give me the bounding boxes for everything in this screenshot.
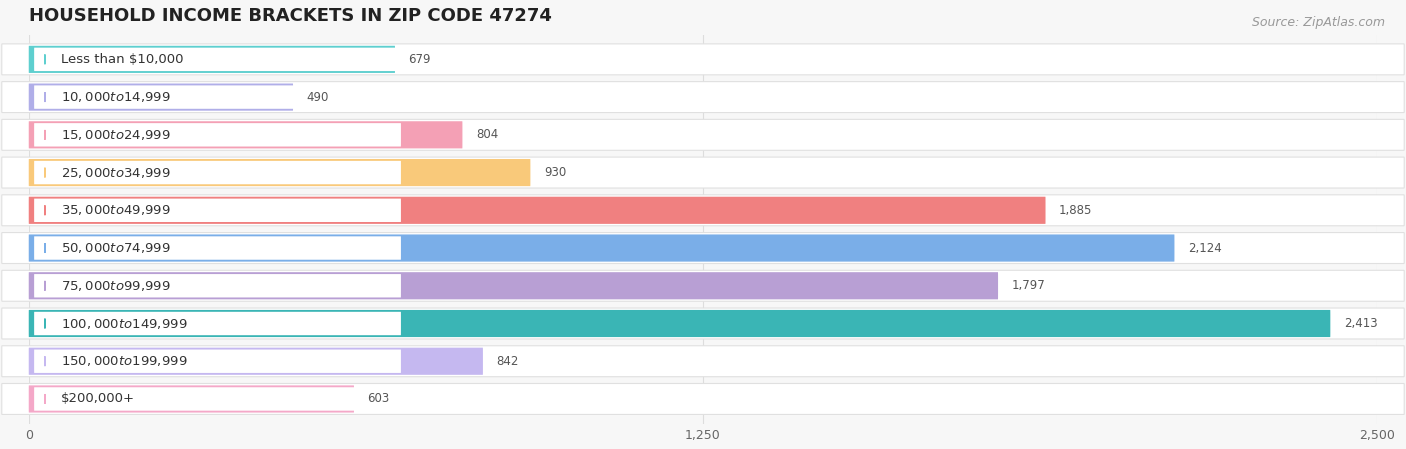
Text: $50,000 to $74,999: $50,000 to $74,999 [60, 241, 170, 255]
Text: 2,413: 2,413 [1344, 317, 1378, 330]
FancyBboxPatch shape [34, 236, 401, 260]
FancyBboxPatch shape [34, 161, 401, 184]
Text: $10,000 to $14,999: $10,000 to $14,999 [60, 90, 170, 104]
FancyBboxPatch shape [1, 308, 1405, 339]
FancyBboxPatch shape [1, 44, 1405, 75]
FancyBboxPatch shape [28, 197, 1046, 224]
Text: $150,000 to $199,999: $150,000 to $199,999 [60, 354, 187, 368]
FancyBboxPatch shape [28, 84, 292, 111]
FancyBboxPatch shape [28, 121, 463, 149]
Text: 1,797: 1,797 [1011, 279, 1045, 292]
Text: $25,000 to $34,999: $25,000 to $34,999 [60, 166, 170, 180]
Text: $15,000 to $24,999: $15,000 to $24,999 [60, 128, 170, 142]
Text: 930: 930 [544, 166, 567, 179]
FancyBboxPatch shape [28, 159, 530, 186]
FancyBboxPatch shape [28, 310, 1330, 337]
FancyBboxPatch shape [28, 385, 354, 413]
Text: 1,885: 1,885 [1059, 204, 1092, 217]
FancyBboxPatch shape [34, 123, 401, 146]
FancyBboxPatch shape [34, 312, 401, 335]
FancyBboxPatch shape [28, 46, 395, 73]
FancyBboxPatch shape [28, 272, 998, 299]
Text: HOUSEHOLD INCOME BRACKETS IN ZIP CODE 47274: HOUSEHOLD INCOME BRACKETS IN ZIP CODE 47… [28, 7, 551, 25]
FancyBboxPatch shape [1, 82, 1405, 113]
Text: $200,000+: $200,000+ [60, 392, 135, 405]
FancyBboxPatch shape [34, 85, 401, 109]
Text: 804: 804 [475, 128, 498, 141]
FancyBboxPatch shape [28, 348, 482, 375]
FancyBboxPatch shape [1, 195, 1405, 226]
FancyBboxPatch shape [34, 274, 401, 298]
FancyBboxPatch shape [34, 48, 401, 71]
FancyBboxPatch shape [34, 349, 401, 373]
Text: 842: 842 [496, 355, 519, 368]
Text: Less than $10,000: Less than $10,000 [60, 53, 184, 66]
Text: $75,000 to $99,999: $75,000 to $99,999 [60, 279, 170, 293]
FancyBboxPatch shape [34, 198, 401, 222]
Text: $100,000 to $149,999: $100,000 to $149,999 [60, 317, 187, 330]
FancyBboxPatch shape [1, 346, 1405, 377]
FancyBboxPatch shape [34, 387, 401, 411]
Text: $35,000 to $49,999: $35,000 to $49,999 [60, 203, 170, 217]
FancyBboxPatch shape [1, 119, 1405, 150]
Text: Source: ZipAtlas.com: Source: ZipAtlas.com [1251, 16, 1385, 29]
FancyBboxPatch shape [1, 270, 1405, 301]
Text: 490: 490 [307, 91, 329, 104]
FancyBboxPatch shape [1, 233, 1405, 264]
Text: 603: 603 [367, 392, 389, 405]
FancyBboxPatch shape [1, 157, 1405, 188]
Text: 679: 679 [409, 53, 432, 66]
Text: 2,124: 2,124 [1188, 242, 1222, 255]
FancyBboxPatch shape [1, 383, 1405, 414]
FancyBboxPatch shape [28, 234, 1174, 262]
